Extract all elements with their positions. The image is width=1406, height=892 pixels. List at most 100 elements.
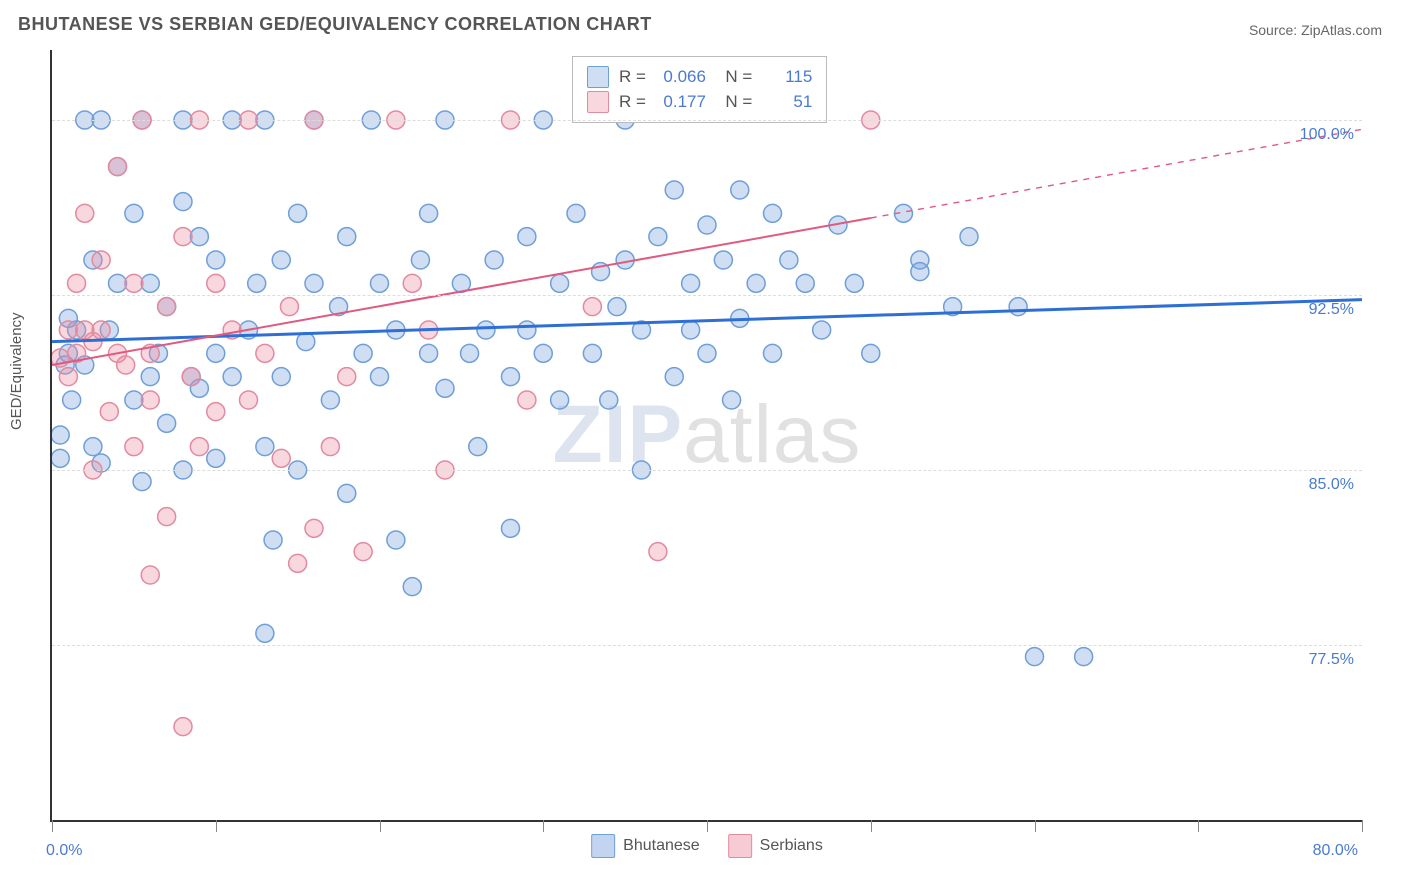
scatter-point (52, 349, 69, 367)
scatter-point (502, 368, 520, 386)
y-axis-label: GED/Equivalency (8, 312, 25, 430)
scatter-point (960, 228, 978, 246)
scatter-point (297, 333, 315, 351)
scatter-point (100, 403, 118, 421)
scatter-point (764, 344, 782, 362)
stat-n-label: N = (716, 67, 752, 87)
scatter-point (256, 438, 274, 456)
scatter-point (190, 379, 208, 397)
scatter-point (256, 624, 274, 642)
scatter-point (829, 216, 847, 234)
scatter-point (862, 344, 880, 362)
scatter-point (567, 204, 585, 222)
scatter-point (305, 274, 323, 292)
scatter-point (174, 228, 192, 246)
stat-r-label: R = (619, 92, 646, 112)
scatter-point (371, 274, 389, 292)
scatter-point (583, 344, 601, 362)
chart-title: BHUTANESE VS SERBIAN GED/EQUIVALENCY COR… (18, 14, 652, 35)
scatter-point (420, 344, 438, 362)
scatter-point (158, 298, 176, 316)
stats-swatch-bhutanese (587, 66, 609, 88)
scatter-point (84, 251, 102, 269)
scatter-point (84, 438, 102, 456)
legend-item-bhutanese: Bhutanese (591, 834, 700, 858)
scatter-point (911, 263, 929, 281)
x-tick-mark (380, 820, 381, 832)
scatter-point (68, 344, 86, 362)
scatter-point (452, 274, 470, 292)
scatter-point (698, 344, 716, 362)
scatter-point (764, 204, 782, 222)
y-tick-label: 77.5% (1309, 651, 1354, 669)
scatter-point (125, 204, 143, 222)
scatter-point (272, 251, 290, 269)
scatter-point (796, 274, 814, 292)
regression-line (52, 218, 871, 365)
scatter-point (731, 181, 749, 199)
scatter-point (223, 368, 241, 386)
scatter-point (289, 204, 307, 222)
scatter-point (207, 274, 225, 292)
scatter-point (305, 519, 323, 537)
x-tick-mark (543, 820, 544, 832)
scatter-point (141, 344, 159, 362)
scatter-point (84, 333, 102, 351)
scatter-point (354, 344, 372, 362)
scatter-point (633, 321, 651, 339)
scatter-point (338, 368, 356, 386)
scatter-point (583, 298, 601, 316)
scatter-point (518, 321, 536, 339)
legend-label-serbians: Serbians (760, 837, 823, 855)
y-tick-label: 92.5% (1309, 301, 1354, 319)
scatter-point (141, 566, 159, 584)
x-tick-label: 0.0% (46, 842, 82, 860)
y-tick-label: 85.0% (1309, 476, 1354, 494)
stat-r-value-bhutanese: 0.066 (656, 67, 706, 87)
x-tick-mark (52, 820, 53, 832)
x-tick-mark (871, 820, 872, 832)
x-tick-mark (707, 820, 708, 832)
scatter-point (330, 298, 348, 316)
scatter-point (240, 321, 258, 339)
scatter-point (289, 554, 307, 572)
scatter-point (477, 321, 495, 339)
x-tick-label: 80.0% (1313, 842, 1358, 860)
scatter-point (1026, 648, 1044, 666)
stat-r-value-serbians: 0.177 (656, 92, 706, 112)
scatter-point (141, 274, 159, 292)
scatter-point (174, 193, 192, 211)
scatter-point (682, 321, 700, 339)
scatter-point (190, 228, 208, 246)
scatter-point (158, 414, 176, 432)
x-tick-mark (1198, 820, 1199, 832)
scatter-point (133, 473, 151, 491)
source-label: Source: ZipAtlas.com (1249, 22, 1382, 38)
scatter-point (59, 321, 77, 339)
scatter-point (338, 484, 356, 502)
scatter-point (190, 438, 208, 456)
scatter-point (158, 298, 176, 316)
stat-r-label: R = (619, 67, 646, 87)
scatter-point (813, 321, 831, 339)
watermark-zip: ZIP (553, 389, 684, 480)
scatter-point (420, 321, 438, 339)
scatter-point (714, 251, 732, 269)
scatter-point (551, 274, 569, 292)
scatter-point (845, 274, 863, 292)
regression-line-extrapolated (871, 129, 1362, 218)
stats-row-bhutanese: R = 0.066 N = 115 (587, 66, 812, 88)
scatter-point (371, 368, 389, 386)
scatter-point (92, 321, 110, 339)
scatter-point (68, 321, 86, 339)
scatter-point (616, 251, 634, 269)
scatter-point (911, 251, 929, 269)
scatter-point (223, 321, 241, 339)
scatter-point (518, 391, 536, 409)
scatter-point (63, 391, 81, 409)
scatter-point (403, 274, 421, 292)
scatter-point (461, 344, 479, 362)
scatter-point (387, 321, 405, 339)
scatter-point (1009, 298, 1027, 316)
scatter-point (698, 216, 716, 234)
